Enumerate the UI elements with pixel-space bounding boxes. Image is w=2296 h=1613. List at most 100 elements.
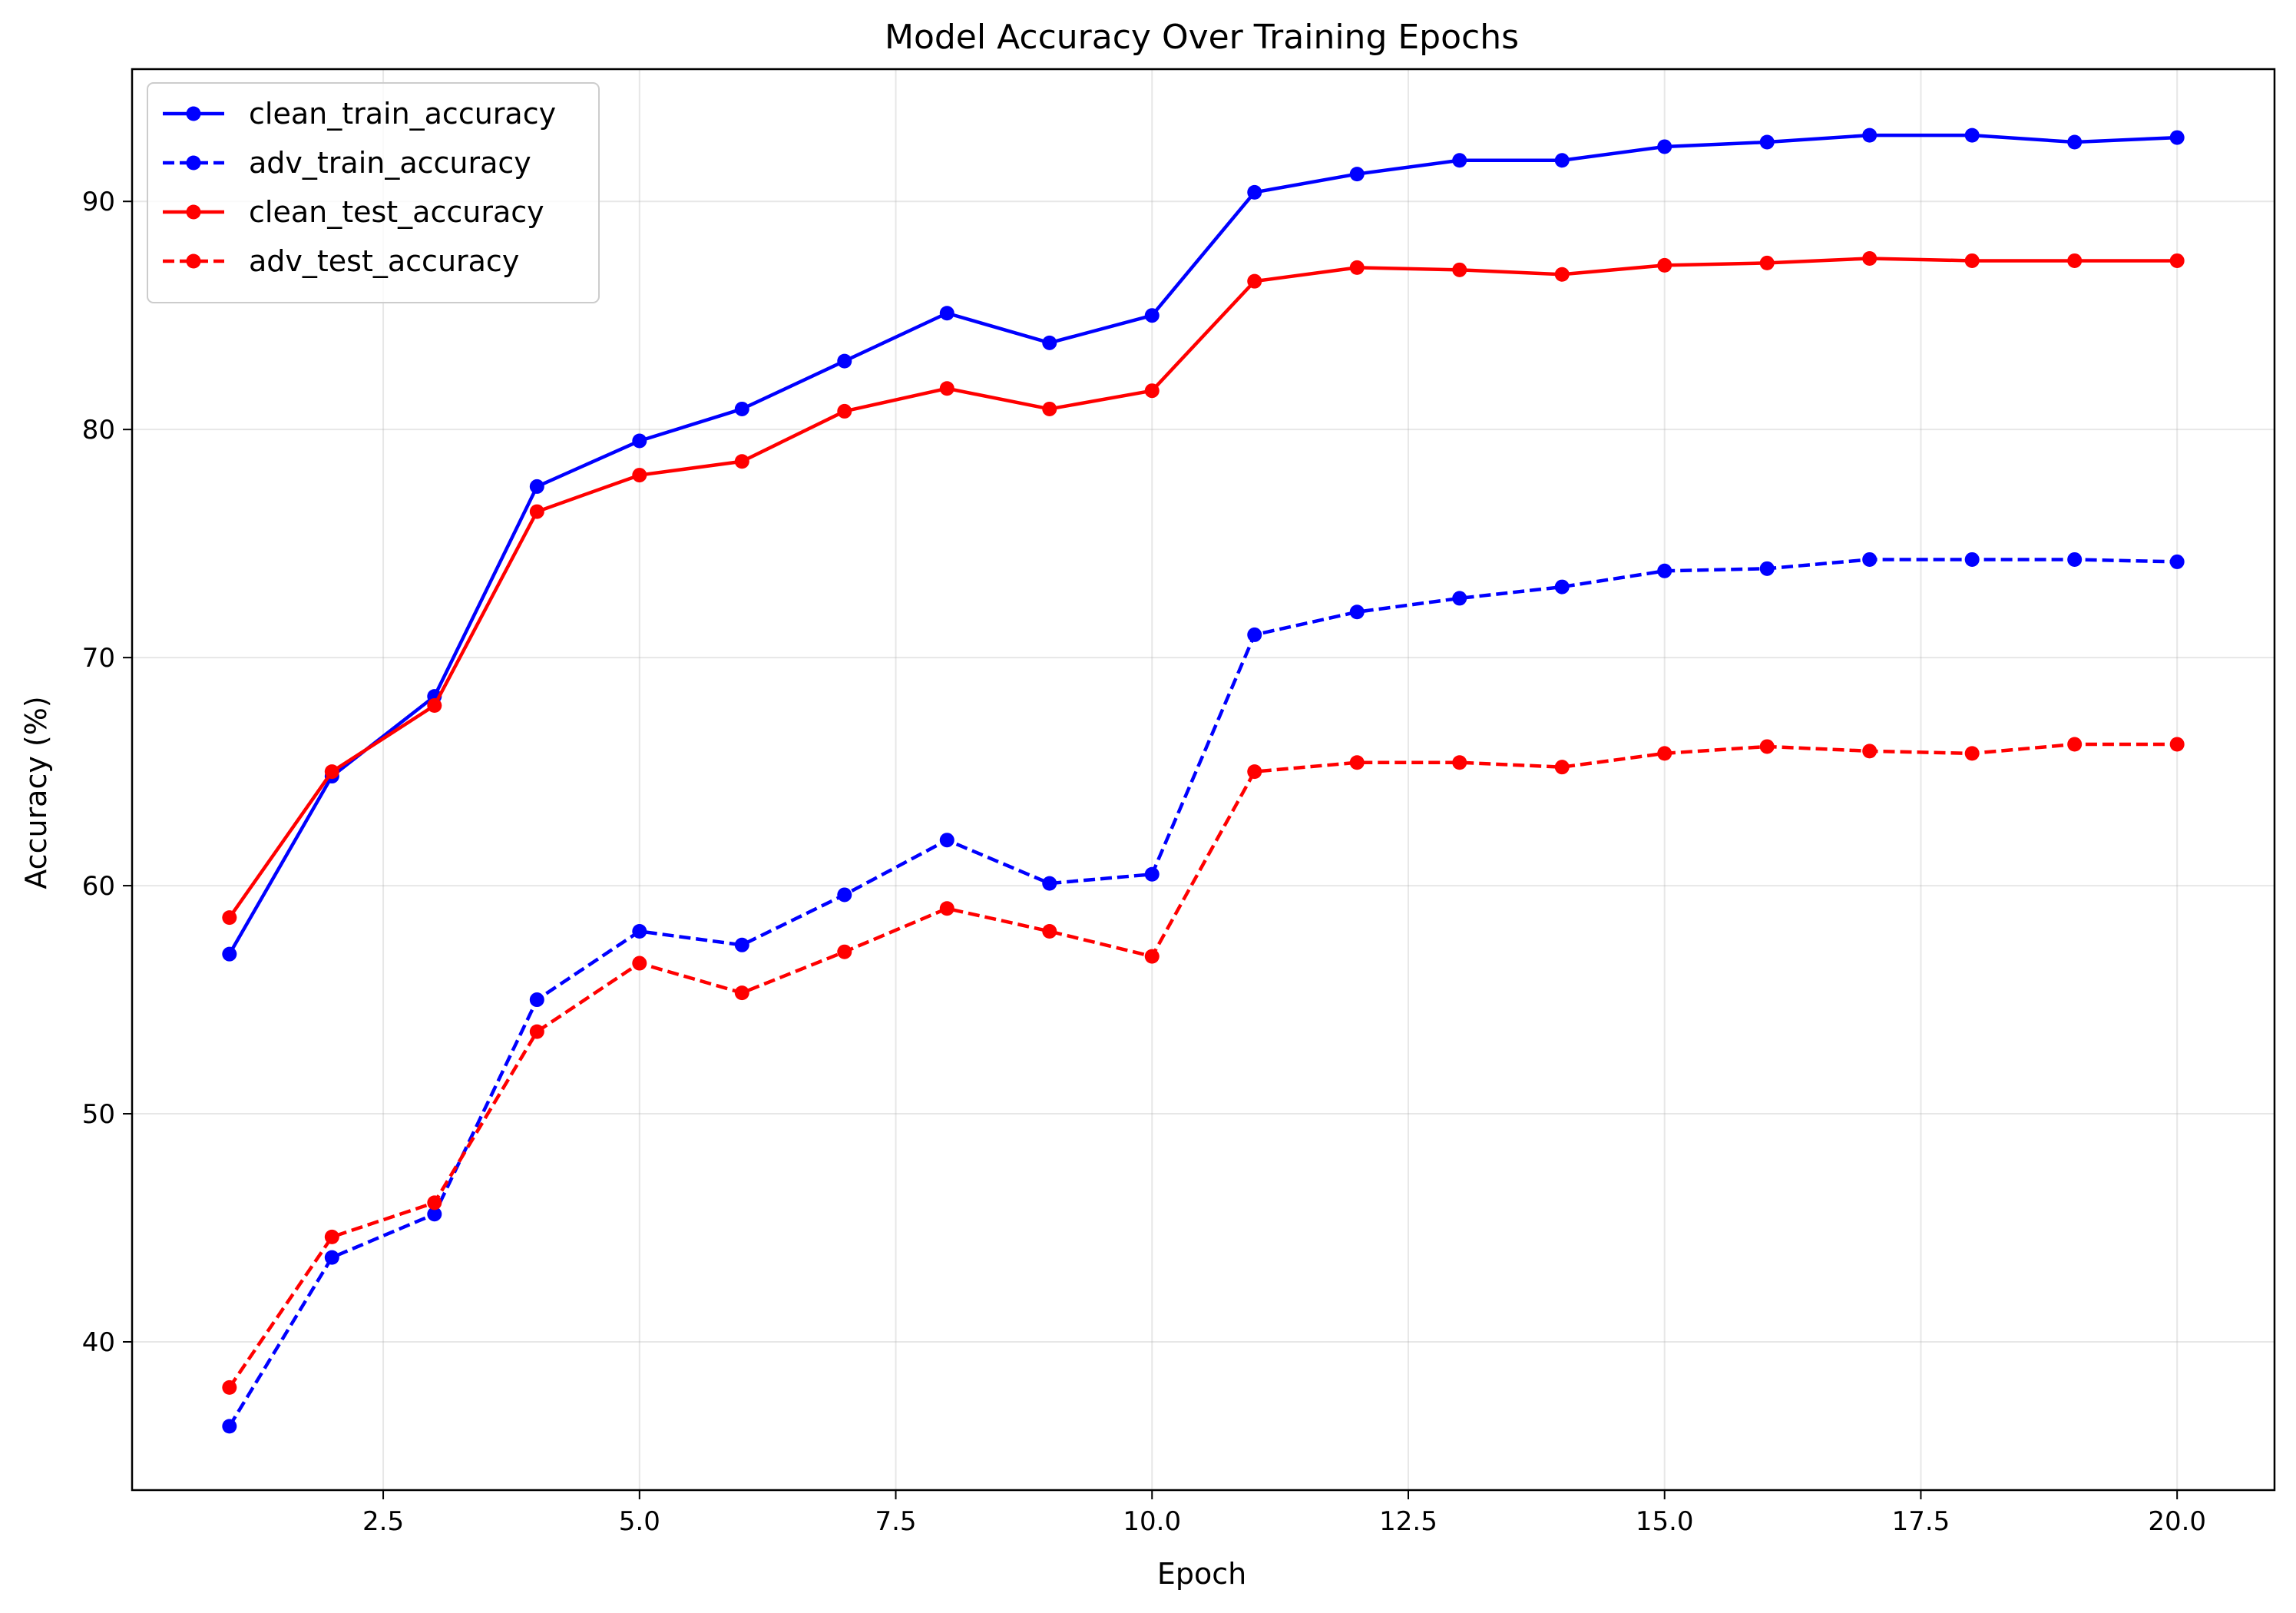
data-point — [1964, 128, 1980, 143]
data-point — [222, 910, 237, 926]
grid-lines — [132, 69, 2274, 1490]
data-point — [1657, 257, 1672, 273]
data-point — [1247, 184, 1262, 200]
series-line — [227, 133, 2178, 956]
data-point — [427, 1207, 442, 1222]
data-point — [1554, 760, 1570, 775]
y-tick-label: 40 — [82, 1327, 115, 1358]
data-point — [1144, 308, 1160, 323]
data-point — [939, 901, 954, 916]
data-point — [1042, 923, 1057, 939]
data-point — [529, 479, 544, 494]
data-point — [427, 697, 442, 713]
data-point — [1452, 591, 1467, 606]
x-tick-label: 10.0 — [1123, 1506, 1181, 1537]
legend-marker — [186, 204, 201, 220]
series-layer — [222, 128, 2185, 1434]
data-point — [1144, 383, 1160, 399]
data-point — [2169, 253, 2185, 268]
y-tick-label: 70 — [82, 643, 115, 674]
series-line — [227, 558, 2178, 1428]
data-point — [1144, 949, 1160, 964]
data-point — [1349, 260, 1365, 275]
data-point — [734, 937, 749, 952]
x-axis-label: Epoch — [1157, 1557, 1246, 1591]
data-point — [2169, 554, 2185, 569]
data-point — [837, 403, 852, 419]
series-adv_train_accuracy — [222, 551, 2185, 1434]
data-point — [222, 1379, 237, 1395]
legend-marker — [186, 253, 201, 269]
data-point — [2067, 737, 2083, 752]
data-point — [632, 433, 647, 449]
x-tick-label: 7.5 — [875, 1506, 916, 1537]
data-point — [2169, 737, 2185, 752]
data-point — [1452, 153, 1467, 168]
data-point — [222, 946, 237, 962]
data-point — [734, 985, 749, 1001]
chart-title: Model Accuracy Over Training Epochs — [885, 18, 1519, 57]
data-point — [1862, 551, 1877, 567]
data-point — [632, 468, 647, 483]
data-point — [1964, 253, 1980, 268]
data-point — [1554, 153, 1570, 168]
data-point — [1349, 167, 1365, 182]
data-point — [837, 887, 852, 903]
data-point — [2067, 134, 2083, 150]
data-point — [1759, 739, 1775, 754]
data-point — [1247, 273, 1262, 289]
x-tick-label: 5.0 — [619, 1506, 660, 1537]
data-point — [1657, 746, 1672, 761]
legend-label: adv_test_accuracy — [249, 244, 519, 278]
y-axis-label: Accuracy (%) — [19, 696, 53, 889]
series-clean_test_accuracy — [222, 250, 2185, 926]
data-point — [529, 992, 544, 1008]
data-point — [529, 504, 544, 519]
data-point — [1964, 746, 1980, 761]
legend-item-clean_test_accuracy: clean_test_accuracy — [163, 195, 544, 229]
data-point — [1862, 250, 1877, 266]
x-tick-label: 12.5 — [1379, 1506, 1437, 1537]
data-point — [222, 1419, 237, 1434]
data-point — [1042, 335, 1057, 350]
data-point — [1349, 755, 1365, 770]
data-point — [939, 381, 954, 396]
legend-marker — [186, 106, 201, 121]
data-point — [1452, 755, 1467, 770]
x-tick-label: 2.5 — [362, 1506, 404, 1537]
data-point — [734, 454, 749, 469]
x-tick-label: 15.0 — [1636, 1506, 1694, 1537]
data-point — [1759, 561, 1775, 576]
legend-box — [147, 82, 600, 303]
data-point — [1349, 604, 1365, 620]
data-point — [1452, 262, 1467, 277]
data-point — [1657, 563, 1672, 578]
legend-item-clean_train_accuracy: clean_train_accuracy — [163, 97, 556, 131]
data-point — [1247, 764, 1262, 780]
data-point — [324, 1229, 339, 1244]
y-tick-label: 60 — [82, 871, 115, 902]
data-point — [324, 1250, 339, 1265]
data-point — [1554, 579, 1570, 595]
legend-marker — [186, 155, 201, 171]
data-point — [734, 401, 749, 416]
y-tick-label: 90 — [82, 187, 115, 217]
data-point — [632, 956, 647, 971]
series-adv_test_accuracy — [222, 737, 2185, 1395]
data-point — [324, 764, 339, 780]
data-point — [632, 923, 647, 939]
data-point — [837, 353, 852, 369]
legend: clean_train_accuracy adv_train_accuracycl… — [147, 82, 600, 303]
data-point — [427, 1195, 442, 1211]
x-tick-label: 20.0 — [2148, 1506, 2206, 1537]
data-point — [1657, 139, 1672, 154]
legend-label: clean_train_accuracy — [249, 97, 556, 131]
legend-item-adv_test_accuracy: adv_test_accuracy — [163, 244, 519, 278]
data-point — [1759, 134, 1775, 150]
series-line — [227, 257, 2178, 919]
data-point — [529, 1024, 544, 1039]
data-point — [1247, 627, 1262, 642]
data-point — [2169, 130, 2185, 145]
x-tick-label: 17.5 — [1892, 1506, 1950, 1537]
series-line — [227, 742, 2178, 1389]
